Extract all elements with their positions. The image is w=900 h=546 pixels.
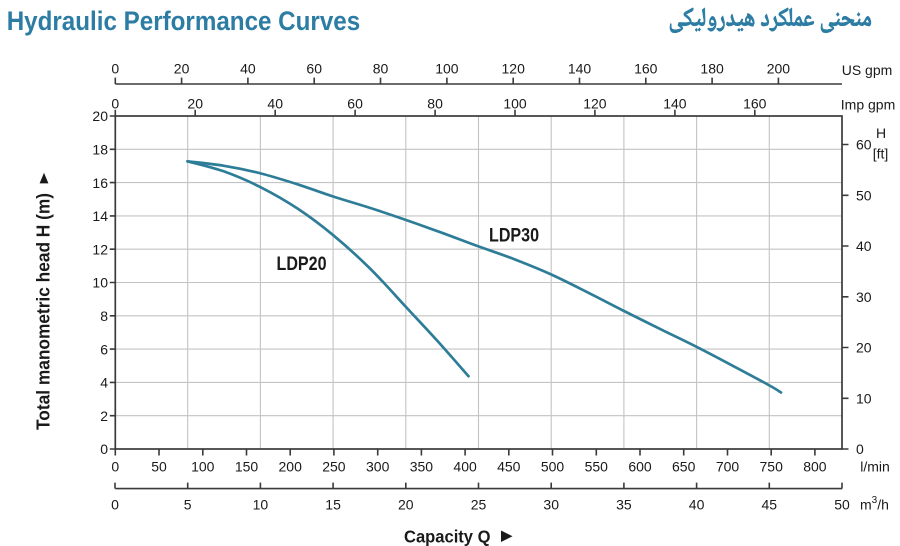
svg-text:20: 20 [187,95,203,111]
svg-text:0: 0 [100,441,108,457]
svg-text:30: 30 [856,289,872,305]
svg-text:10: 10 [92,275,108,291]
svg-text:150: 150 [235,458,259,474]
svg-text:80: 80 [427,95,443,111]
svg-text:350: 350 [410,458,434,474]
svg-text:500: 500 [541,458,565,474]
svg-text:450: 450 [497,458,521,474]
svg-text:20: 20 [856,340,872,356]
svg-text:200: 200 [279,458,303,474]
svg-text:750: 750 [760,458,784,474]
svg-text:8: 8 [100,308,108,324]
svg-text:140: 140 [663,95,687,111]
svg-text:700: 700 [716,458,740,474]
svg-text:100: 100 [191,458,215,474]
svg-text:10: 10 [253,496,269,512]
svg-text:600: 600 [628,458,652,474]
svg-text:60: 60 [347,95,363,111]
svg-text:H: H [876,125,886,141]
svg-text:2: 2 [100,408,108,424]
svg-text:20: 20 [174,61,190,77]
svg-text:Imp gpm: Imp gpm [841,97,895,113]
svg-text:50: 50 [151,458,167,474]
svg-text:400: 400 [453,458,477,474]
svg-text:0: 0 [111,61,119,77]
svg-text:200: 200 [767,61,791,77]
svg-text:120: 120 [583,95,607,111]
svg-text:6: 6 [100,341,108,357]
svg-text:l/min: l/min [860,458,890,474]
svg-text:16: 16 [92,175,108,191]
svg-text:4: 4 [100,375,108,391]
svg-text:15: 15 [325,496,341,512]
svg-text:250: 250 [322,458,346,474]
svg-text:Hydraulic Performance Curves: Hydraulic Performance Curves [7,6,361,36]
svg-text:0: 0 [111,95,119,111]
svg-text:12: 12 [92,241,108,257]
svg-text:m3/h: m3/h [860,495,889,513]
svg-text:45: 45 [762,496,778,512]
svg-text:0: 0 [111,496,119,512]
svg-text:60: 60 [306,61,322,77]
svg-text:160: 160 [634,61,658,77]
svg-text:100: 100 [435,61,459,77]
svg-text:300: 300 [366,458,390,474]
svg-text:50: 50 [834,496,850,512]
svg-text:100: 100 [503,95,527,111]
svg-text:Capacity Q: Capacity Q [404,526,491,546]
svg-text:20: 20 [92,108,108,124]
svg-text:40: 40 [267,95,283,111]
svg-text:80: 80 [373,61,389,77]
svg-text:LDP30: LDP30 [489,225,539,246]
svg-text:14: 14 [92,208,108,224]
svg-text:LDP20: LDP20 [277,254,327,275]
svg-text:800: 800 [803,458,827,474]
svg-text:180: 180 [700,61,724,77]
svg-text:20: 20 [398,496,414,512]
svg-text:25: 25 [471,496,487,512]
svg-text:10: 10 [856,390,872,406]
svg-text:40: 40 [240,61,256,77]
svg-text:40: 40 [856,238,872,254]
svg-text:60: 60 [856,137,872,153]
svg-text:[ft]: [ft] [873,146,889,162]
svg-text:550: 550 [585,458,609,474]
svg-text:Total manometric head H (m): Total manometric head H (m) [33,193,54,430]
svg-text:US gpm: US gpm [842,62,893,78]
svg-text:650: 650 [672,458,696,474]
svg-text:0: 0 [111,458,119,474]
svg-text:120: 120 [502,61,526,77]
svg-text:18: 18 [92,142,108,158]
svg-text:40: 40 [689,496,705,512]
svg-text:30: 30 [543,496,559,512]
svg-text:5: 5 [184,496,192,512]
svg-text:50: 50 [856,187,872,203]
svg-text:140: 140 [568,61,592,77]
svg-text:0: 0 [856,441,864,457]
svg-text:160: 160 [743,95,767,111]
svg-text:35: 35 [616,496,632,512]
